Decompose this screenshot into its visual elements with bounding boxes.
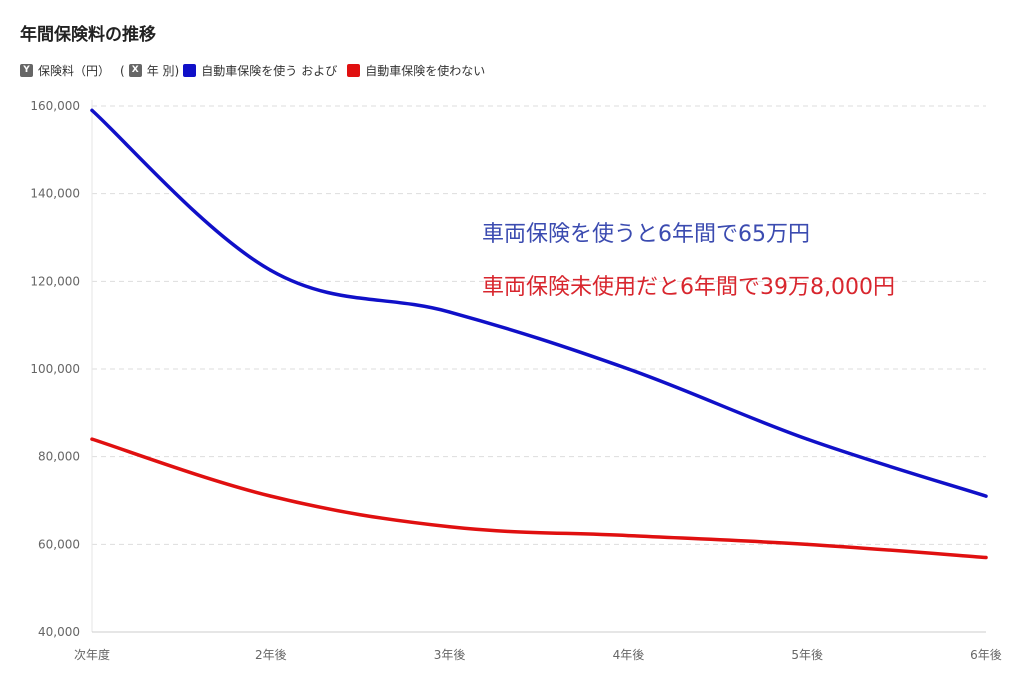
legend-joiner: および [301,64,338,78]
series-2-point-2 [448,525,452,529]
y-tick-label-0: 40,000 [38,625,80,639]
x-tick-label-5: 6年後 [970,648,1002,662]
x-tick-label-4: 5年後 [791,648,823,662]
annotation-1: 車両保険を使うと6年間で65万円 [482,222,810,247]
series-2-point-3 [626,533,631,538]
legend-label-series-1[interactable]: 自動車保険を使う [201,64,298,78]
y-tick-label-2: 80,000 [38,450,80,464]
y-tick-label-4: 120,000 [30,274,80,288]
series-line-2 [90,437,988,560]
y-tick-label-6: 160,000 [30,99,80,113]
chart-title: 年間保険料の推移 [20,25,156,45]
y-tick-label-3: 100,000 [30,362,80,376]
annotation-2: 車両保険未使用だと6年間で39万8,000円 [482,275,895,300]
legend-swatch-series-2[interactable] [347,64,361,77]
x-tick-label-3: 4年後 [613,648,645,662]
series-1-point-4 [805,437,809,441]
series-line-1 [90,108,988,498]
series-2-point-1 [269,494,273,498]
x-tick-label-1: 2年後 [255,648,287,662]
y-tick-label-1: 60,000 [38,537,80,551]
x-axis-badge: X [128,64,142,77]
x-axis-label: 年 別) [146,64,180,78]
series-1-point-2 [448,310,452,314]
legend-label-series-2[interactable]: 自動車保険を使わない [365,64,486,78]
y-tick-label-5: 140,000 [30,187,80,201]
series-2-point-0 [90,437,94,441]
series-2-point-4 [805,542,809,546]
series-1-point-0 [90,108,94,112]
x-axis-open-paren: ( [120,63,125,78]
x-tick-label-2: 3年後 [434,648,466,662]
series-2-point-5 [984,555,988,560]
x-tick-label-0: 次年度 [74,647,110,662]
series-1-point-1 [269,268,273,272]
y-axis-badge: Y [20,64,33,77]
legend: Y 保険料（円） ( X 年 別) 自動車保険を使う および 自動車保険を使わな… [20,62,485,79]
y-axis-label: 保険料（円） [38,64,111,78]
legend-swatch-series-1[interactable] [183,64,197,77]
series-1-point-3 [626,367,631,371]
series-1-point-5 [984,494,988,498]
